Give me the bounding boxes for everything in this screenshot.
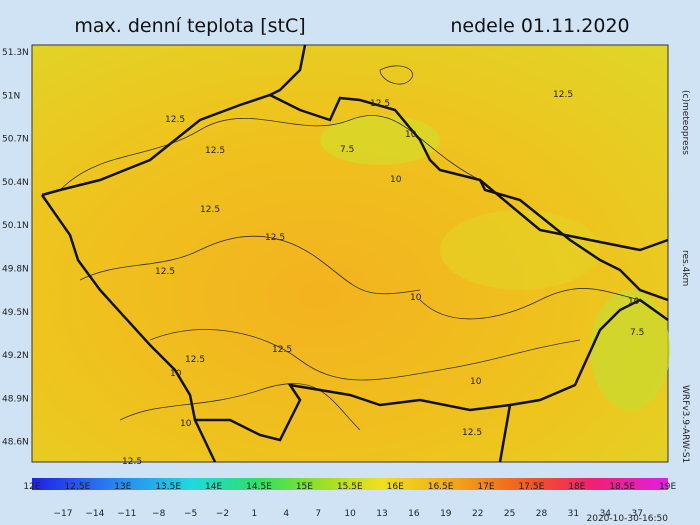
lat-label: 48.9N — [2, 394, 29, 404]
contour-label: 10 — [180, 419, 192, 429]
lat-label: 50.4N — [2, 178, 29, 188]
lon-label: 18E — [568, 482, 585, 492]
date: nedele 01.11.2020 — [450, 15, 629, 37]
lon-label: 16E — [387, 482, 404, 492]
colorbar-label: 13 — [376, 509, 387, 519]
lon-label: 17.5E — [519, 482, 545, 492]
lon-label: 13.5E — [155, 482, 181, 492]
lat-label: 51N — [2, 91, 20, 101]
lon-label: 15E — [296, 482, 313, 492]
border — [498, 404, 512, 463]
colorbar-label: 31 — [568, 509, 579, 519]
colorbar-label: 16 — [408, 509, 420, 519]
contour-label: 12.5 — [370, 99, 390, 109]
lat-label: 49.5N — [2, 308, 29, 318]
contour-label: 12.5 — [155, 267, 175, 277]
lon-label: 13E — [114, 482, 131, 492]
lat-label: 49.2N — [2, 351, 29, 361]
contour-label: 7.5 — [630, 328, 644, 338]
lon-label: 12E — [23, 482, 40, 492]
colorbar-label: 4 — [283, 509, 289, 519]
border — [193, 419, 217, 463]
lon-label: 14.5E — [246, 482, 272, 492]
lon-label: 14E — [205, 482, 222, 492]
colorbar-label: −8 — [152, 509, 166, 519]
contour-label: 10 — [170, 369, 182, 379]
contour-label: 10 — [628, 297, 640, 307]
contour-label: 10 — [405, 130, 417, 140]
lat-label: 49.8N — [2, 265, 29, 275]
timestamp: 2020-10-30-16:50 — [587, 514, 669, 524]
colorbar-label: 34 — [600, 509, 612, 519]
model: WRFv3.9-ARW-S1 — [680, 385, 690, 463]
contour-label: 12.5 — [265, 233, 285, 243]
lat-labels: 51.3N 51N 50.7N 50.4N 50.1N 49.8N 49.5N 49.2N 48… — [2, 48, 29, 448]
contour — [79, 235, 421, 295]
lon-label: 17E — [477, 482, 494, 492]
contour-label: 10 — [390, 175, 402, 185]
lon-label: 18.5E — [609, 482, 635, 492]
credit: (c)meteopress — [680, 90, 690, 155]
borders — [40, 44, 669, 463]
border — [269, 44, 307, 97]
resolution: res.4km — [680, 250, 690, 286]
colorbar-label: 37 — [631, 509, 642, 519]
colorbar-label: −14 — [85, 509, 104, 519]
contour — [119, 383, 361, 431]
colorbar — [32, 478, 668, 490]
lon-label: 16.5E — [428, 482, 454, 492]
contour-label: 12.5 — [200, 205, 220, 215]
border — [40, 93, 669, 442]
colorbar-labels: −17 −14 −11 −8 −5 −2 1 4 7 10 13 16 19 22 25 28 31 34 37 — [54, 509, 643, 519]
colorbar-label: −11 — [117, 509, 136, 519]
colorbar-label: 10 — [344, 509, 356, 519]
contour-label: 12.5 — [462, 428, 482, 438]
contour-label: 10 — [410, 293, 422, 303]
lat-label: 50.1N — [2, 221, 29, 231]
lat-label: 51.3N — [2, 48, 29, 58]
lat-label: 48.6N — [2, 438, 29, 448]
colorbar-label: 19 — [440, 509, 452, 519]
lon-labels: 12E 12.5E 13E 13.5E 14E 14.5E 15E 15.5E 16E 16.5E… — [23, 482, 676, 492]
contour-label: 12.5 — [165, 115, 185, 125]
colorbar-label: 22 — [472, 509, 483, 519]
colorbar-label: −2 — [216, 509, 229, 519]
contour — [149, 329, 581, 381]
contour-label: 7.5 — [340, 145, 354, 155]
contour-label: 12.5 — [185, 355, 205, 365]
lon-label: 19E — [659, 482, 676, 492]
cool-area — [590, 290, 670, 410]
contour-label: 12.5 — [272, 345, 292, 355]
lat-label: 50.7N — [2, 135, 29, 145]
colorbar-label: 1 — [252, 509, 258, 519]
title: max. denní teplota [stC] — [74, 15, 305, 37]
colorbar-label: −5 — [184, 509, 197, 519]
lon-label: 15.5E — [337, 482, 363, 492]
colorbar-label: 7 — [315, 509, 321, 519]
contour-label: 12.5 — [205, 146, 225, 156]
contour — [379, 65, 413, 85]
contour — [419, 288, 641, 320]
contour-label: 10 — [470, 377, 482, 387]
contour-label: 12.5 — [553, 90, 573, 100]
colorbar-label: 28 — [536, 509, 548, 519]
border — [479, 179, 669, 252]
warm-area — [440, 210, 600, 290]
contour-label: 12.5 — [122, 457, 142, 467]
colorbar-label: −17 — [54, 509, 73, 519]
colorbar-label: 25 — [504, 509, 515, 519]
lon-label: 12.5E — [65, 482, 91, 492]
